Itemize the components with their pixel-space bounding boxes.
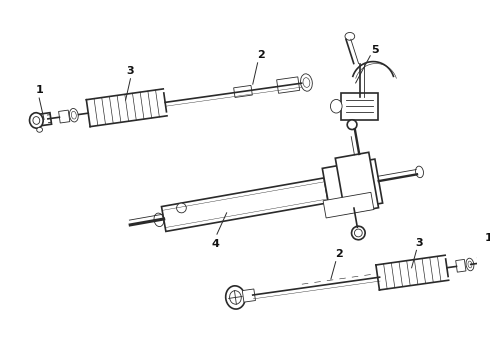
Text: 4: 4 xyxy=(211,239,219,249)
Text: 5: 5 xyxy=(371,45,379,55)
Polygon shape xyxy=(323,192,374,218)
Ellipse shape xyxy=(345,32,355,40)
Polygon shape xyxy=(277,77,300,93)
Ellipse shape xyxy=(29,113,43,128)
Ellipse shape xyxy=(230,291,241,304)
Text: 3: 3 xyxy=(416,238,423,248)
Ellipse shape xyxy=(468,261,472,268)
Polygon shape xyxy=(59,110,70,123)
Ellipse shape xyxy=(486,255,490,269)
Ellipse shape xyxy=(330,99,342,113)
Ellipse shape xyxy=(416,166,423,178)
Ellipse shape xyxy=(347,120,357,130)
Polygon shape xyxy=(243,289,255,302)
Polygon shape xyxy=(456,260,466,272)
Ellipse shape xyxy=(300,74,312,91)
Polygon shape xyxy=(341,93,378,120)
Polygon shape xyxy=(478,256,490,269)
Text: 2: 2 xyxy=(335,249,343,259)
Ellipse shape xyxy=(70,108,78,122)
Polygon shape xyxy=(162,178,328,231)
Ellipse shape xyxy=(466,258,474,271)
Polygon shape xyxy=(335,152,379,213)
Polygon shape xyxy=(322,159,383,212)
Ellipse shape xyxy=(351,226,365,240)
Ellipse shape xyxy=(72,111,76,119)
Polygon shape xyxy=(234,85,252,98)
Ellipse shape xyxy=(37,127,43,132)
Ellipse shape xyxy=(489,268,490,273)
Text: 2: 2 xyxy=(257,50,265,60)
Ellipse shape xyxy=(303,78,310,87)
Ellipse shape xyxy=(154,213,164,226)
Polygon shape xyxy=(36,113,51,126)
Text: 1: 1 xyxy=(35,85,43,95)
Ellipse shape xyxy=(354,229,362,237)
Ellipse shape xyxy=(226,286,245,309)
Ellipse shape xyxy=(489,258,490,265)
Text: 1: 1 xyxy=(485,233,490,243)
Text: 3: 3 xyxy=(126,66,134,76)
Ellipse shape xyxy=(176,203,186,213)
Ellipse shape xyxy=(33,117,40,124)
